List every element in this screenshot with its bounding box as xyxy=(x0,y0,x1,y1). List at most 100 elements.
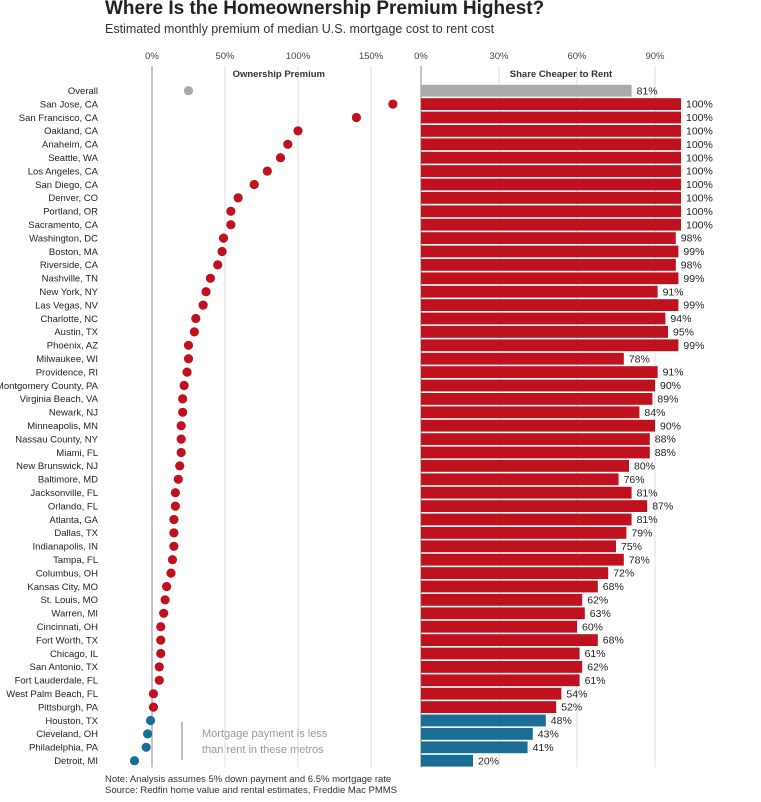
premium-dot xyxy=(159,608,169,618)
category-label: Anaheim, CA xyxy=(42,140,99,151)
bar-value-label: 91% xyxy=(663,367,684,379)
premium-dot xyxy=(351,112,361,123)
share-bar xyxy=(421,352,624,365)
premium-dot xyxy=(198,300,208,310)
premium-dot xyxy=(182,367,192,377)
bar-value-label: 100% xyxy=(686,112,713,124)
premium-dot xyxy=(145,715,156,726)
category-label: Detroit, MI xyxy=(54,756,98,767)
bar-value-label: 41% xyxy=(533,742,554,754)
bar-value-label: 60% xyxy=(582,621,603,633)
share-bar xyxy=(421,312,666,325)
bar-value-label: 100% xyxy=(686,152,713,164)
bar-value-label: 99% xyxy=(683,300,704,312)
premium-dot xyxy=(388,99,398,109)
share-bar xyxy=(421,98,681,110)
premium-dot xyxy=(178,394,188,404)
share-bar xyxy=(421,419,655,432)
premium-dot xyxy=(154,675,164,685)
premium-dot xyxy=(160,595,170,605)
dot-tick-label: 50% xyxy=(215,51,235,62)
share-bar xyxy=(421,259,676,271)
dot-tick-label: 100% xyxy=(286,51,311,62)
category-label: Jacksonville, FL xyxy=(30,488,98,499)
bar-value-label: 62% xyxy=(587,662,608,674)
share-bar xyxy=(421,661,583,673)
category-label: Nashville, TN xyxy=(42,274,98,285)
bar-axis-label: Share Cheaper to Rent xyxy=(510,69,613,80)
premium-dot xyxy=(217,246,227,257)
premium-dot xyxy=(170,488,180,498)
category-label: Washington, DC xyxy=(29,233,98,244)
bar-value-label: 94% xyxy=(670,313,691,325)
category-label: Virginia Beach, VA xyxy=(20,394,99,405)
bar-value-label: 75% xyxy=(621,541,642,553)
share-bar xyxy=(421,553,624,566)
premium-dot xyxy=(249,179,259,190)
premium-dot xyxy=(169,514,179,525)
bar-value-label: 87% xyxy=(652,501,673,513)
category-label: Kansas City, MO xyxy=(27,582,98,593)
premium-dot xyxy=(201,287,211,297)
premium-dot xyxy=(173,474,183,484)
bar-value-label: 81% xyxy=(637,514,658,526)
category-label: Phoenix, AZ xyxy=(47,341,98,352)
share-bar xyxy=(421,513,632,526)
share-bar xyxy=(421,178,681,191)
category-label: Las Vegas, NV xyxy=(35,300,99,311)
annotation: Mortgage payment is less than rent in th… xyxy=(202,726,327,758)
share-bar xyxy=(421,218,681,231)
category-label: Riverside, CA xyxy=(40,260,99,271)
dot-axis-label: Ownership Premium xyxy=(233,69,325,80)
share-bar xyxy=(421,326,668,338)
premium-dot xyxy=(156,635,166,645)
bar-value-label: 76% xyxy=(624,474,645,486)
bar-value-label: 100% xyxy=(686,206,713,218)
category-label: San Diego, CA xyxy=(35,180,99,191)
bar-value-label: 89% xyxy=(657,394,678,406)
share-bar xyxy=(421,620,577,633)
dot-tick-label: 0% xyxy=(145,51,159,62)
premium-dot xyxy=(176,421,186,431)
premium-dot xyxy=(226,220,236,230)
category-label: San Antonio, TX xyxy=(30,662,99,673)
category-label: Boston, MA xyxy=(49,247,99,258)
premium-dot xyxy=(154,662,164,672)
share-bar xyxy=(421,701,557,713)
bar-tick-label: 0% xyxy=(414,51,428,62)
category-label: Milwaukee, WI xyxy=(36,354,98,365)
bar-value-label: 99% xyxy=(683,340,704,352)
premium-dot xyxy=(179,380,189,391)
share-bar xyxy=(421,111,681,124)
bar-tick-label: 90% xyxy=(645,51,665,62)
premium-dot xyxy=(183,354,194,364)
bar-value-label: 100% xyxy=(686,193,713,205)
bar-value-label: 90% xyxy=(660,380,681,392)
premium-dot xyxy=(176,434,186,444)
premium-dot xyxy=(169,541,179,551)
category-label: San Jose, CA xyxy=(40,99,99,110)
share-bar xyxy=(421,647,580,660)
share-bar xyxy=(421,272,679,285)
category-label: Los Angeles, CA xyxy=(28,166,99,177)
category-label: Charlotte, NC xyxy=(40,314,98,325)
premium-dot xyxy=(275,153,286,163)
premium-dot xyxy=(191,313,201,324)
premium-dot xyxy=(169,528,179,538)
bar-value-label: 79% xyxy=(631,528,652,540)
note-line: Note: Analysis assumes 5% down payment a… xyxy=(105,774,392,785)
bar-value-label: 61% xyxy=(585,675,606,687)
category-label: Pittsburgh, PA xyxy=(38,702,99,713)
category-label: Seattle, WA xyxy=(48,153,98,164)
bar-value-label: 88% xyxy=(655,447,676,459)
category-label: Warren, MI xyxy=(51,609,98,620)
premium-dot xyxy=(189,327,199,337)
source-line: Source: Redfin home value and rental est… xyxy=(105,785,397,796)
category-label: New Brunswick, NJ xyxy=(16,461,98,472)
premium-dot xyxy=(233,193,243,203)
bar-value-label: 81% xyxy=(637,85,658,97)
bar-value-label: 54% xyxy=(566,688,587,700)
bar-value-label: 62% xyxy=(587,595,608,607)
category-label: Philadelphia, PA xyxy=(29,743,99,754)
bar-value-label: 90% xyxy=(660,420,681,432)
